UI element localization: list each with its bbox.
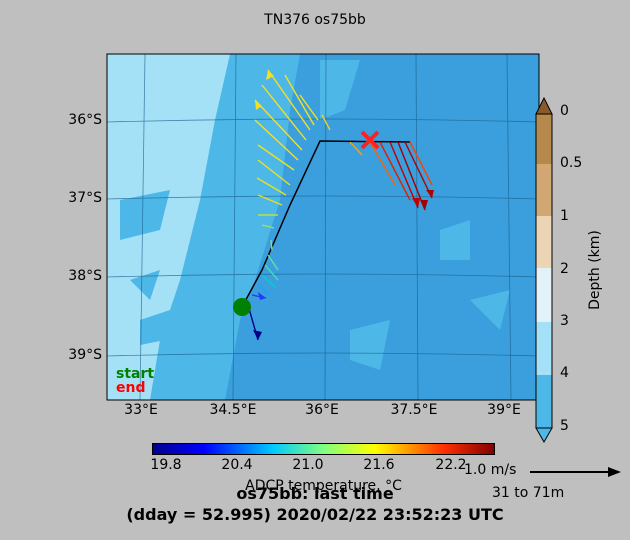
temperature-tick: 22.2 bbox=[435, 457, 467, 473]
scale-depth-range: 31 to 71m bbox=[492, 485, 565, 501]
start-label: start bbox=[116, 366, 155, 382]
end-marker bbox=[360, 130, 380, 150]
lat-label: 37°S bbox=[68, 190, 102, 206]
lon-label: 39°E bbox=[487, 402, 521, 418]
footer-line-2: (dday = 52.995) 2020/02/22 23:52:23 UTC bbox=[126, 505, 504, 524]
end-label: end bbox=[116, 380, 146, 396]
depth-colorbar-top-cap bbox=[535, 96, 553, 115]
depth-tick: 4 bbox=[560, 365, 569, 381]
current-vectors bbox=[247, 69, 433, 341]
temperature-colorbar-label: ADCP temperature, °C bbox=[245, 478, 402, 494]
depth-colorbar-bottom-cap bbox=[535, 427, 553, 444]
depth-tick: 0.5 bbox=[560, 155, 583, 171]
depth-tick: 1 bbox=[560, 208, 569, 224]
depth-tick: 2 bbox=[560, 261, 569, 277]
footer-line-1: os75bb: last time bbox=[236, 484, 394, 503]
lon-label: 33°E bbox=[124, 402, 158, 418]
scale-arrow bbox=[530, 467, 621, 477]
shelf-water-patches bbox=[120, 190, 170, 345]
lat-label: 38°S bbox=[68, 268, 102, 284]
lon-label: 34.5°E bbox=[209, 402, 257, 418]
depth-colorbar-label: Depth (km) bbox=[587, 230, 603, 310]
shallow-water bbox=[107, 54, 230, 400]
temperature-tick: 21.0 bbox=[292, 457, 324, 473]
ship-track bbox=[241, 140, 411, 308]
start-marker bbox=[233, 298, 251, 316]
lat-label: 39°S bbox=[68, 347, 102, 363]
scale-speed-label: 1.0 m/s bbox=[464, 462, 517, 478]
plot-title: TN376 os75bb bbox=[264, 12, 366, 28]
temperature-colorbar bbox=[152, 443, 495, 455]
graticule bbox=[107, 54, 539, 400]
shallow-patches bbox=[320, 60, 510, 370]
lat-label: 36°S bbox=[68, 112, 102, 128]
lon-label: 36°E bbox=[305, 402, 339, 418]
temperature-tick: 19.8 bbox=[150, 457, 182, 473]
lon-label: 37.5°E bbox=[390, 402, 438, 418]
temperature-tick: 20.4 bbox=[221, 457, 253, 473]
vector-arrowheads bbox=[253, 70, 434, 340]
depth-tick: 3 bbox=[560, 313, 569, 329]
depth-colorbar bbox=[535, 96, 553, 444]
depth-tick: 0 bbox=[560, 103, 569, 119]
temperature-tick: 21.6 bbox=[363, 457, 395, 473]
depth-tick: 5 bbox=[560, 418, 569, 434]
